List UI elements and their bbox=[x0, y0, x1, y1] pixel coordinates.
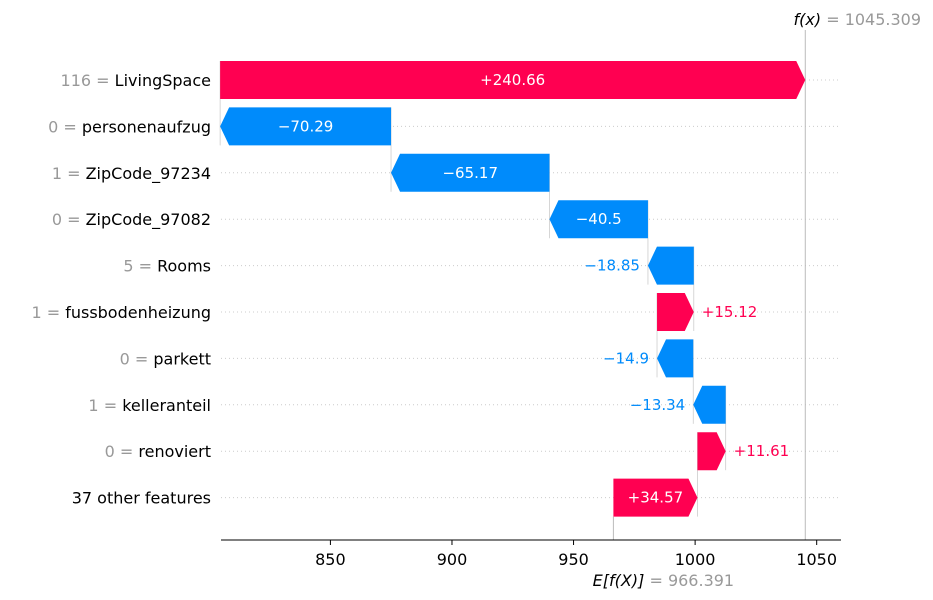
efx-symbol: E[f(X)] bbox=[593, 571, 645, 590]
x-tick-label: 900 bbox=[437, 550, 468, 569]
x-tick-label: 850 bbox=[315, 550, 346, 569]
x-tick-label: 1000 bbox=[675, 550, 716, 569]
feature-value: 0 = bbox=[48, 117, 82, 136]
feature-label: 0 = personenaufzug bbox=[48, 117, 211, 136]
feature-name: ZipCode_97234 bbox=[86, 164, 211, 184]
waterfall-bar bbox=[220, 107, 392, 146]
feature-value: 0 = bbox=[52, 210, 86, 229]
feature-name: LivingSpace bbox=[115, 71, 211, 90]
bar-value-label: −18.85 bbox=[584, 257, 640, 275]
feature-label: 1 = fussbodenheizung bbox=[31, 303, 211, 322]
waterfall-bar bbox=[391, 153, 550, 192]
waterfall-bar bbox=[657, 339, 694, 378]
waterfall-bar bbox=[647, 246, 694, 285]
bar-value-label: −70.29 bbox=[278, 117, 334, 135]
bar-value-label: −65.17 bbox=[442, 164, 498, 182]
feature-name: parkett bbox=[153, 349, 211, 368]
bar-value-label: −40.5 bbox=[576, 210, 622, 228]
x-tick-label: 950 bbox=[558, 550, 589, 569]
bar-value-label: +240.66 bbox=[480, 71, 545, 89]
waterfall-bar bbox=[697, 432, 726, 471]
feature-labels: 116 = LivingSpace 0 = personenaufzug 1 = Z… bbox=[31, 71, 211, 508]
waterfall-bar bbox=[613, 478, 698, 517]
efx-label: E[f(X)] = 966.391 bbox=[593, 571, 734, 590]
waterfall-bar bbox=[693, 385, 726, 424]
bars-layer: +240.66 −70.29 −65.17 −40.5 −18.85 +15.12 −14.… bbox=[220, 61, 806, 517]
efx-value: 966.391 bbox=[668, 571, 734, 590]
fx-equals: = bbox=[826, 10, 845, 29]
bar-value-label: −13.34 bbox=[630, 396, 686, 414]
feature-name: Rooms bbox=[157, 257, 211, 276]
waterfall-bar bbox=[220, 61, 806, 99]
feature-name: fussbodenheizung bbox=[65, 303, 211, 322]
feature-label: 5 = Rooms bbox=[123, 257, 211, 276]
waterfall-bar bbox=[657, 293, 694, 331]
feature-value: 1 = bbox=[31, 303, 65, 322]
feature-value: 1 = bbox=[52, 164, 86, 183]
feature-label: 0 = ZipCode_97082 bbox=[52, 210, 211, 230]
feature-name: ZipCode_97082 bbox=[86, 210, 211, 230]
x-axis: 850 900 950 1000 1050 bbox=[221, 539, 841, 569]
efx-equals: = bbox=[649, 571, 668, 590]
x-tick-label: 1050 bbox=[796, 550, 837, 569]
feature-name: kelleranteil bbox=[122, 396, 211, 415]
bar-value-label: −14.9 bbox=[603, 349, 649, 367]
feature-label: 1 = ZipCode_97234 bbox=[52, 164, 211, 184]
bar-value-label: +15.12 bbox=[702, 303, 758, 321]
feature-name: renoviert bbox=[138, 442, 211, 461]
feature-value: 1 = bbox=[88, 396, 122, 415]
bar-value-label: +34.57 bbox=[628, 489, 684, 507]
feature-label: 1 = kelleranteil bbox=[88, 396, 211, 415]
feature-value: 5 = bbox=[123, 257, 157, 276]
feature-name: 37 other features bbox=[72, 489, 211, 508]
feature-value: 116 = bbox=[61, 71, 115, 90]
fx-value: 1045.309 bbox=[845, 10, 921, 29]
feature-label: 0 = renoviert bbox=[105, 442, 211, 461]
waterfall-bar bbox=[549, 200, 648, 239]
feature-name: personenaufzug bbox=[82, 117, 211, 136]
feature-value: 0 = bbox=[105, 442, 139, 461]
feature-label: 0 = parkett bbox=[120, 349, 211, 368]
bar-value-label: +11.61 bbox=[734, 442, 790, 460]
feature-label: 116 = LivingSpace bbox=[61, 71, 211, 90]
feature-label: 37 other features bbox=[72, 489, 211, 508]
fx-label: f(x) = 1045.309 bbox=[794, 10, 922, 29]
feature-value: 0 = bbox=[120, 349, 154, 368]
fx-symbol: f(x) bbox=[794, 10, 822, 29]
